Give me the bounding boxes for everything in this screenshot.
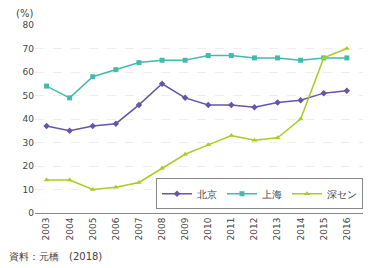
svg-text:2013: 2013 (272, 218, 282, 241)
svg-text:40: 40 (23, 114, 35, 124)
svg-text:2010: 2010 (203, 217, 213, 240)
svg-text:2012: 2012 (249, 218, 259, 241)
svg-text:(%): (%) (16, 8, 33, 19)
svg-text:20: 20 (23, 161, 35, 171)
svg-text:0: 0 (28, 208, 34, 218)
svg-text:資料：元橋 (2018): 資料：元橋 (2018) (9, 251, 102, 262)
svg-text:2014: 2014 (296, 217, 306, 240)
svg-text:70: 70 (23, 44, 35, 54)
svg-text:30: 30 (23, 138, 35, 148)
svg-text:上海: 上海 (262, 189, 282, 200)
svg-text:2005: 2005 (88, 218, 98, 241)
svg-text:2006: 2006 (111, 217, 121, 240)
svg-text:2011: 2011 (226, 218, 236, 241)
svg-text:2007: 2007 (134, 218, 144, 241)
svg-text:2008: 2008 (157, 217, 167, 240)
svg-text:50: 50 (23, 91, 35, 101)
svg-text:80: 80 (23, 20, 35, 30)
svg-text:10: 10 (23, 185, 35, 195)
svg-text:60: 60 (23, 67, 35, 77)
svg-text:北京: 北京 (197, 189, 217, 200)
svg-text:2016: 2016 (342, 217, 352, 240)
svg-text:2009: 2009 (180, 217, 190, 240)
svg-text:2004: 2004 (65, 217, 75, 240)
svg-text:2003: 2003 (41, 218, 51, 241)
svg-text:2015: 2015 (319, 218, 329, 241)
svg-text:深セン: 深セン (327, 189, 357, 200)
